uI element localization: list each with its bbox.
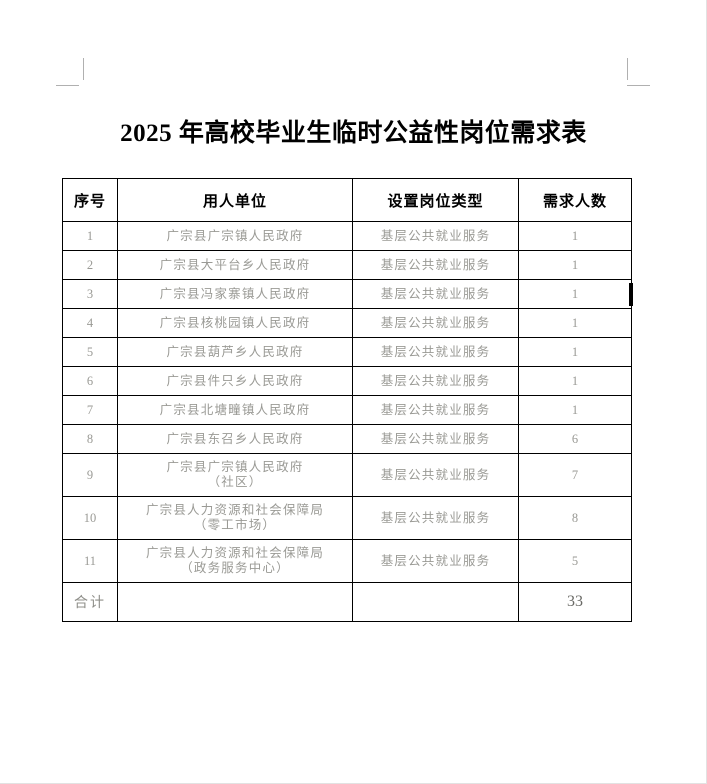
- cell-demand-count: 1: [518, 395, 632, 425]
- unit-line-primary: 广宗县广宗镇人民政府: [166, 460, 304, 474]
- cell-index: 2: [62, 250, 118, 280]
- unit-line-primary: 广宗县件只乡人民政府: [166, 373, 304, 388]
- table-row: 8 广宗县东召乡人民政府 基层公共就业服务 6: [62, 424, 632, 454]
- table-total-row: 合计 33: [62, 582, 632, 622]
- table-row: 5 广宗县葫芦乡人民政府 基层公共就业服务 1: [62, 337, 632, 367]
- table-row: 4 广宗县核桃园镇人民政府 基层公共就业服务 1: [62, 308, 632, 338]
- unit-line-secondary: （零工市场）: [193, 518, 277, 532]
- unit-line-primary: 广宗县人力资源和社会保障局: [145, 546, 325, 560]
- unit-line-primary: 广宗县东召乡人民政府: [166, 431, 304, 446]
- cell-index: 3: [62, 279, 118, 309]
- total-type-blank: [352, 582, 519, 622]
- unit-line-secondary: （社区）: [207, 475, 263, 489]
- column-header-unit: 用人单位: [117, 178, 353, 222]
- table-header-row: 序号 用人单位 设置岗位类型 需求人数: [62, 178, 632, 222]
- cell-unit: 广宗县广宗镇人民政府 （社区）: [117, 453, 353, 497]
- cell-job-type: 基层公共就业服务: [352, 453, 519, 497]
- cell-index: 11: [62, 539, 118, 583]
- total-unit-blank: [117, 582, 353, 622]
- unit-line-primary: 广宗县核桃园镇人民政府: [159, 315, 311, 330]
- cell-job-type: 基层公共就业服务: [352, 279, 519, 309]
- cell-demand-count: 1: [518, 279, 632, 309]
- column-header-count: 需求人数: [518, 178, 632, 222]
- cell-demand-count: 8: [518, 496, 632, 540]
- page-title: 2025 年高校毕业生临时公益性岗位需求表: [120, 120, 587, 147]
- cell-unit: 广宗县冯家寨镇人民政府: [117, 279, 353, 309]
- cell-job-type: 基层公共就业服务: [352, 366, 519, 396]
- cell-index: 7: [62, 395, 118, 425]
- cell-index: 6: [62, 366, 118, 396]
- cell-job-type: 基层公共就业服务: [352, 250, 519, 280]
- cell-demand-count: 7: [518, 453, 632, 497]
- total-demand-count: 33: [518, 582, 632, 622]
- cell-demand-count: 1: [518, 221, 632, 251]
- table-header: 序号 用人单位 设置岗位类型 需求人数: [62, 178, 632, 222]
- cell-index: 4: [62, 308, 118, 338]
- cell-demand-count: 1: [518, 366, 632, 396]
- unit-line-primary: 广宗县广宗镇人民政府: [166, 228, 304, 243]
- crop-mark-top-left-icon: [56, 58, 84, 86]
- cell-demand-count: 1: [518, 250, 632, 280]
- table-row: 3 广宗县冯家寨镇人民政府 基层公共就业服务 1: [62, 279, 632, 309]
- unit-line-primary: 广宗县葫芦乡人民政府: [166, 344, 304, 359]
- cell-index: 9: [62, 453, 118, 497]
- cell-job-type: 基层公共就业服务: [352, 308, 519, 338]
- cell-job-type: 基层公共就业服务: [352, 539, 519, 583]
- cell-index: 5: [62, 337, 118, 367]
- unit-line-primary: 广宗县大平台乡人民政府: [159, 257, 311, 272]
- unit-line-primary: 广宗县北塘疃镇人民政府: [159, 402, 311, 417]
- cell-unit: 广宗县件只乡人民政府: [117, 366, 353, 396]
- cell-unit: 广宗县北塘疃镇人民政府: [117, 395, 353, 425]
- cell-job-type: 基层公共就业服务: [352, 221, 519, 251]
- cell-demand-count: 6: [518, 424, 632, 454]
- table-row: 9 广宗县广宗镇人民政府 （社区） 基层公共就业服务 7: [62, 453, 632, 497]
- demand-table-container: 序号 用人单位 设置岗位类型 需求人数 1 广宗县广宗镇人民政府 基层公共就业服务 1…: [62, 178, 632, 622]
- column-header-type: 设置岗位类型: [352, 178, 519, 222]
- table-row: 1 广宗县广宗镇人民政府 基层公共就业服务 1: [62, 221, 632, 251]
- crop-mark-top-right-icon: [627, 58, 655, 86]
- cell-job-type: 基层公共就业服务: [352, 337, 519, 367]
- cell-unit: 广宗县人力资源和社会保障局 （政务服务中心）: [117, 539, 353, 583]
- cell-job-type: 基层公共就业服务: [352, 395, 519, 425]
- cell-index: 1: [62, 221, 118, 251]
- total-label: 合计: [62, 582, 118, 622]
- cell-unit: 广宗县大平台乡人民政府: [117, 250, 353, 280]
- cell-job-type: 基层公共就业服务: [352, 496, 519, 540]
- table-row: 10 广宗县人力资源和社会保障局 （零工市场） 基层公共就业服务 8: [62, 496, 632, 540]
- table-body: 1 广宗县广宗镇人民政府 基层公共就业服务 1 2 广宗县大平台乡人民政府 基层公共就业服务…: [62, 221, 632, 622]
- cell-index: 10: [62, 496, 118, 540]
- unit-line-primary: 广宗县冯家寨镇人民政府: [159, 286, 311, 301]
- cell-unit: 广宗县核桃园镇人民政府: [117, 308, 353, 338]
- job-demand-table: 序号 用人单位 设置岗位类型 需求人数 1 广宗县广宗镇人民政府 基层公共就业服务 1…: [62, 178, 632, 622]
- table-row: 6 广宗县件只乡人民政府 基层公共就业服务 1: [62, 366, 632, 396]
- cell-demand-count: 5: [518, 539, 632, 583]
- cell-unit: 广宗县广宗镇人民政府: [117, 221, 353, 251]
- table-row: 2 广宗县大平台乡人民政府 基层公共就业服务 1: [62, 250, 632, 280]
- cell-index: 8: [62, 424, 118, 454]
- cell-unit: 广宗县东召乡人民政府: [117, 424, 353, 454]
- cell-unit: 广宗县人力资源和社会保障局 （零工市场）: [117, 496, 353, 540]
- cell-demand-count: 1: [518, 308, 632, 338]
- page-edge-artifact: [629, 283, 633, 306]
- cell-demand-count: 1: [518, 337, 632, 367]
- unit-line-secondary: （政务服务中心）: [180, 561, 290, 575]
- table-row: 7 广宗县北塘疃镇人民政府 基层公共就业服务 1: [62, 395, 632, 425]
- unit-line-primary: 广宗县人力资源和社会保障局: [145, 503, 325, 517]
- cell-job-type: 基层公共就业服务: [352, 424, 519, 454]
- column-header-index: 序号: [62, 178, 118, 222]
- table-row: 11 广宗县人力资源和社会保障局 （政务服务中心） 基层公共就业服务 5: [62, 539, 632, 583]
- cell-unit: 广宗县葫芦乡人民政府: [117, 337, 353, 367]
